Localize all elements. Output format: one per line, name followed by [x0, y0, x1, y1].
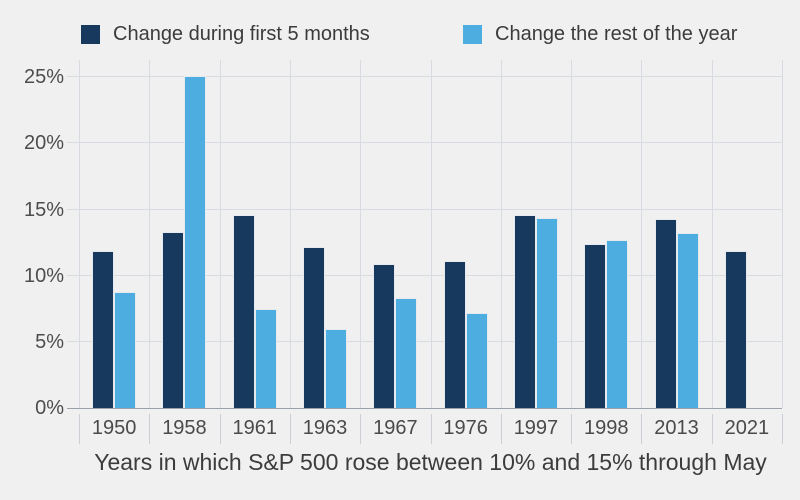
x-tick-separator — [782, 414, 783, 444]
y-tick-label-15: 15% — [23, 198, 64, 221]
bar-rest-1976 — [465, 312, 488, 408]
bar-first5-2013 — [654, 218, 677, 408]
bar-first5-2021 — [724, 250, 747, 408]
gridline-v — [782, 60, 783, 408]
gridline-v — [430, 60, 432, 408]
x-tick-label-1967: 1967 — [373, 417, 418, 439]
gridline-h-5 — [67, 340, 782, 342]
x-tick-separator — [219, 414, 221, 444]
bar-rest-1997 — [535, 217, 558, 408]
bar-rest-1958 — [184, 75, 207, 408]
y-axis-labels: 0% 5% 10% 15% 20% 25% — [0, 60, 64, 419]
gridline-h-15 — [67, 208, 782, 210]
x-tick-label-2013: 2013 — [654, 417, 699, 439]
x-tick-label-1950: 1950 — [91, 417, 137, 439]
legend-swatch-first5-icon — [81, 24, 100, 44]
x-tick-label-1963: 1963 — [302, 417, 348, 439]
x-axis-line — [67, 407, 782, 409]
x-tick-separator — [289, 414, 291, 444]
bar-first5-1967 — [373, 263, 396, 408]
x-tick-separator — [149, 414, 151, 444]
legend-item-rest: Change the rest of the year — [463, 20, 737, 48]
bar-rest-1967 — [395, 298, 418, 408]
x-tick-separator — [360, 414, 362, 444]
x-axis-labels: 1950 1958 1961 1963 1967 1976 1997 1998 2013 2021 — [79, 413, 783, 447]
x-tick-separator — [571, 414, 573, 444]
chart-caption: Years in which S&P 500 rose between 10% … — [94, 449, 767, 475]
x-tick-separator — [641, 414, 643, 444]
x-tick-label-1961: 1961 — [232, 417, 277, 439]
gridline-v — [500, 60, 502, 408]
y-tick-label-25: 25% — [23, 66, 64, 89]
x-tick-separator — [711, 414, 713, 444]
legend-swatch-rest-icon — [463, 24, 482, 44]
x-tick-label-1997: 1997 — [513, 417, 559, 439]
bar-first5-1998 — [584, 243, 607, 408]
gridline-h-25 — [67, 76, 782, 78]
x-tick-label-2021: 2021 — [724, 417, 770, 439]
bar-first5-1958 — [162, 232, 185, 408]
x-tick-separator — [79, 414, 80, 444]
bar-first5-1963 — [303, 246, 325, 408]
gridline-v — [289, 60, 291, 408]
bar-first5-1950 — [92, 250, 115, 408]
legend-label-first5: Change during first 5 months — [113, 22, 370, 45]
bar-first5-1961 — [232, 214, 255, 408]
bar-rest-2013 — [676, 233, 699, 408]
x-tick-label-1998: 1998 — [583, 417, 629, 439]
x-tick-label-1976: 1976 — [443, 417, 488, 439]
gridline-v — [571, 60, 573, 408]
gridline-v — [149, 60, 151, 408]
bar-first5-1997 — [513, 214, 536, 408]
x-tick-label-1958: 1958 — [162, 417, 207, 439]
gridline-v — [711, 60, 713, 408]
bar-first5-1976 — [443, 261, 466, 408]
y-tick-label-20: 20% — [23, 132, 64, 155]
legend-label-rest: Change the rest of the year — [495, 22, 738, 45]
bar-rest-1963 — [325, 328, 347, 408]
gridline-h-20 — [67, 142, 782, 144]
gridline-h-10 — [67, 274, 782, 276]
y-tick-label-10: 10% — [23, 264, 64, 287]
x-tick-separator — [430, 414, 432, 444]
bar-rest-1961 — [254, 308, 277, 408]
gridline-v — [360, 60, 362, 408]
x-tick-separator — [500, 414, 502, 444]
bar-rest-1998 — [606, 240, 629, 408]
y-tick-label-5: 5% — [35, 330, 64, 353]
gridline-v — [641, 60, 643, 408]
bar-rest-1950 — [114, 291, 137, 408]
gridline-v — [79, 60, 80, 408]
legend-item-first5: Change during first 5 months — [81, 20, 370, 48]
gridline-v — [219, 60, 221, 408]
plot-area — [67, 60, 783, 409]
y-tick-label-0: 0% — [35, 397, 64, 419]
